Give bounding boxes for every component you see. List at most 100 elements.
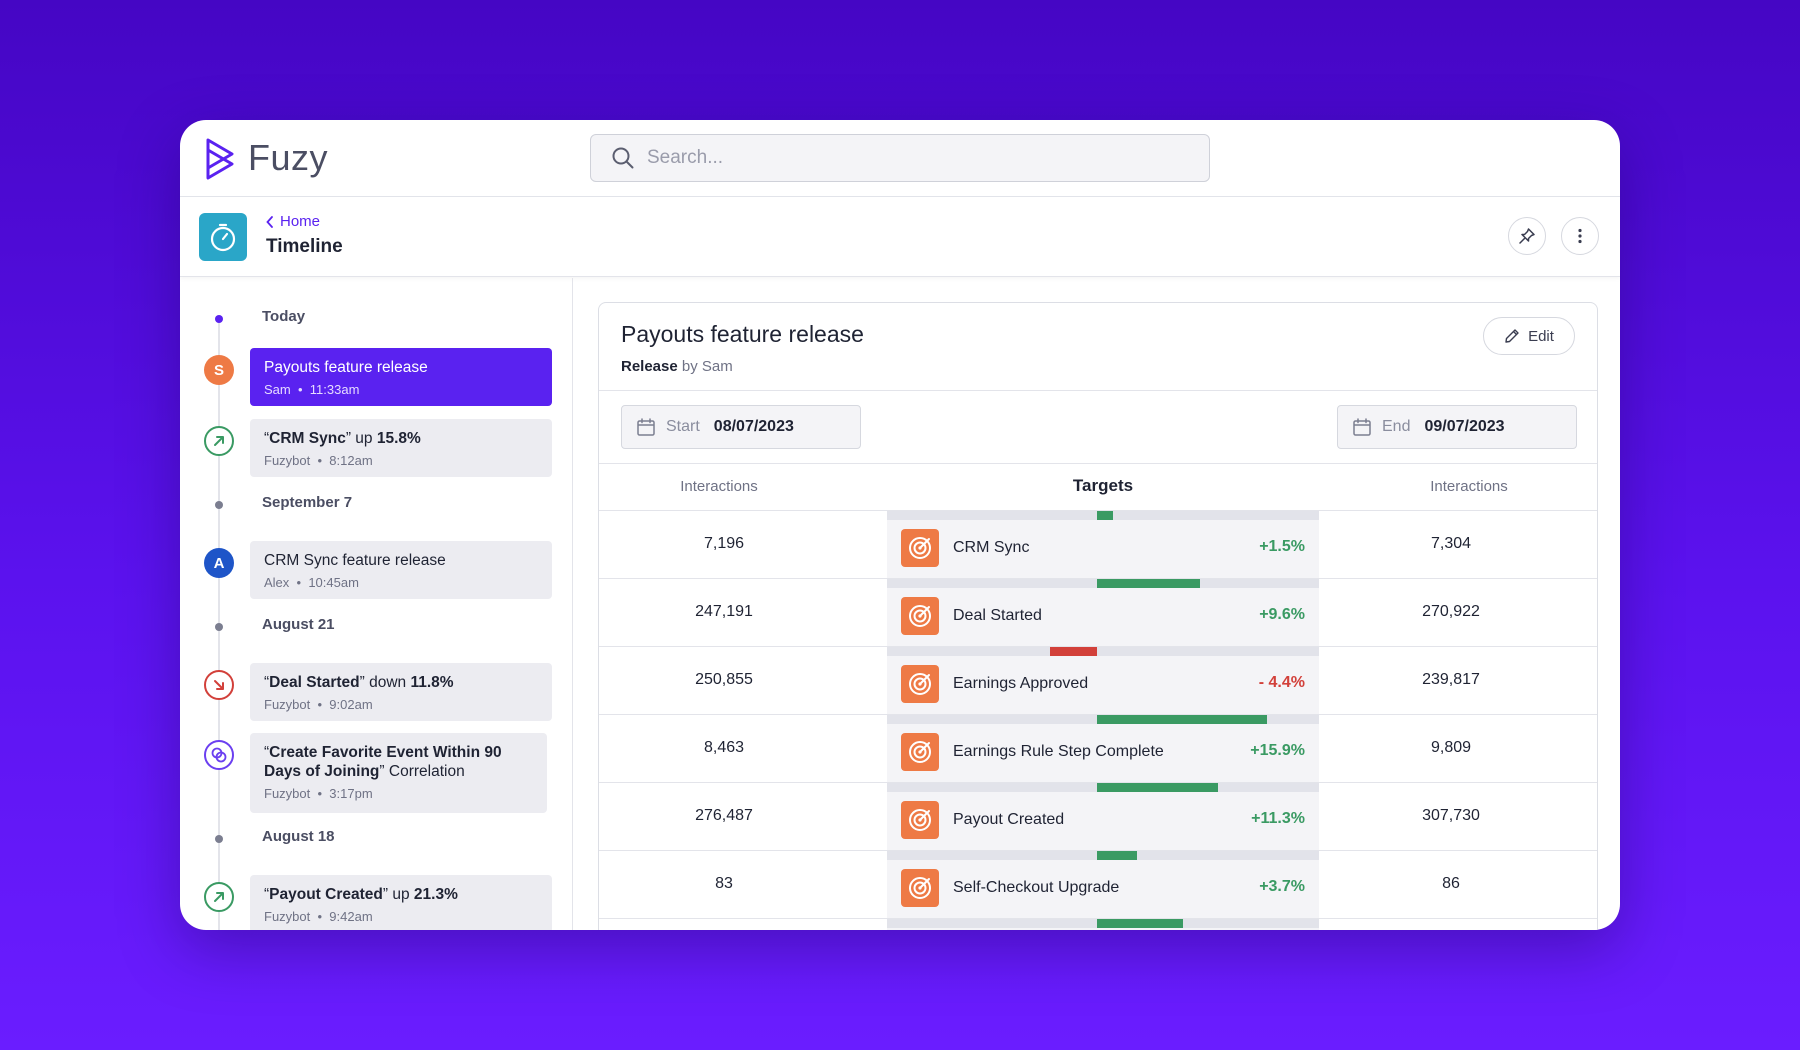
change-percent: +11.3% xyxy=(1251,810,1305,827)
table-row[interactable]: 250,855 Earnings Approved - 4.4% 239,817 xyxy=(599,647,1597,715)
target-icon xyxy=(901,801,939,839)
change-bar xyxy=(1097,579,1200,588)
logo[interactable]: Fuzy xyxy=(202,136,328,180)
end-date-field[interactable]: End 09/07/2023 xyxy=(1337,405,1577,449)
interactions-after: 86 xyxy=(1442,875,1460,892)
page-title: Timeline xyxy=(266,236,343,257)
app-window: Fuzy Home Timeline xyxy=(180,120,1620,930)
change-percent: +9.6% xyxy=(1259,606,1305,623)
timeline-item-title: CRM Sync feature release xyxy=(264,552,446,569)
trend-up-icon xyxy=(204,426,234,456)
edit-button[interactable]: Edit xyxy=(1483,317,1575,355)
calendar-icon xyxy=(1353,418,1371,436)
timeline-item[interactable]: “CRM Sync” up 15.8% Fuzybot • 8:12am xyxy=(250,419,552,477)
interactions-before: 8,463 xyxy=(703,739,745,756)
timeline-item[interactable]: CRM Sync feature release Alex • 10:45am xyxy=(250,541,552,599)
start-value: 08/07/2023 xyxy=(713,418,794,435)
edit-label: Edit xyxy=(1528,327,1554,345)
more-options-button[interactable] xyxy=(1561,217,1599,255)
interactions-before: 247,191 xyxy=(695,603,753,620)
timeline-item-title: Payouts feature release xyxy=(264,359,428,376)
interactions-before: 83 xyxy=(715,875,733,892)
target-name: Self-Checkout Upgrade xyxy=(953,879,1120,896)
date-label: Today xyxy=(262,308,306,325)
more-vertical-icon xyxy=(1578,228,1582,244)
divider xyxy=(599,390,1597,391)
correlation-icon xyxy=(204,740,234,770)
calendar-icon xyxy=(637,418,655,436)
interactions-after: 307,730 xyxy=(1422,807,1480,824)
interactions-after: 270,922 xyxy=(1422,603,1480,620)
timeline-item-title: “Deal Started” down 11.8% xyxy=(264,674,454,691)
timeline-item-meta: Fuzybot • 9:02am xyxy=(264,697,373,712)
search-bar[interactable] xyxy=(590,134,1210,182)
table-row[interactable]: 8,463 Earnings Rule Step Complete +15.9% 9,… xyxy=(599,715,1597,783)
chevron-left-icon xyxy=(266,215,273,228)
pin-button[interactable] xyxy=(1508,217,1546,255)
target-icon xyxy=(901,529,939,567)
table-row[interactable]: 276,487 Payout Created +11.3% 307,730 xyxy=(599,783,1597,851)
app-name: Fuzy xyxy=(248,137,329,178)
trend-down-icon xyxy=(204,670,234,700)
timeline-item[interactable]: Payouts feature release Sam • 11:33am xyxy=(250,348,552,406)
pin-icon xyxy=(1519,228,1535,244)
interactions-before: 7,196 xyxy=(703,535,745,552)
table-header: Interactions Targets Interactions xyxy=(599,463,1597,511)
timeline-item[interactable]: “Payout Created” up 21.3% Fuzybot • 9:42… xyxy=(250,875,552,930)
change-bar-track xyxy=(887,647,1319,656)
target-icon xyxy=(901,733,939,771)
timeline-item-title: “Create Favorite Event Within 90 Days of… xyxy=(264,744,502,780)
date-dot xyxy=(215,835,223,843)
change-percent: +1.5% xyxy=(1259,538,1305,555)
detail-title: Payouts feature release xyxy=(621,321,864,347)
timeline-item-meta: Fuzybot • 9:42am xyxy=(264,909,373,924)
search-input[interactable] xyxy=(647,147,1187,169)
detail-panel: Payouts feature release Release by Sam E… xyxy=(598,302,1598,930)
interactions-before: 276,487 xyxy=(695,807,753,824)
breadcrumb-home-link[interactable]: Home xyxy=(280,213,321,230)
change-bar xyxy=(1097,715,1268,724)
change-percent: +15.9% xyxy=(1250,742,1305,759)
start-label: Start xyxy=(666,418,700,435)
table-row[interactable]: 7,196 CRM Sync +1.5% 7,304 xyxy=(599,511,1597,579)
timer-icon xyxy=(199,213,247,261)
timeline-item[interactable]: “Create Favorite Event Within 90 Days of… xyxy=(250,733,547,813)
avatar: S xyxy=(204,355,234,385)
interactions-after: 239,817 xyxy=(1422,671,1480,688)
target-name: Earnings Approved xyxy=(953,675,1089,692)
end-value: 09/07/2023 xyxy=(1424,418,1505,435)
date-dot xyxy=(215,315,223,323)
timeline-item-meta: Fuzybot • 8:12am xyxy=(264,453,373,468)
target-name: CRM Sync xyxy=(953,539,1030,556)
page-header: Home Timeline xyxy=(180,197,1620,277)
trend-up-icon xyxy=(204,882,234,912)
interactions-before: 250,855 xyxy=(695,671,753,688)
fuzy-logo-icon xyxy=(206,138,234,180)
target-icon xyxy=(901,665,939,703)
table-row[interactable]: 247,191 Deal Started +9.6% 270,922 xyxy=(599,579,1597,647)
change-percent: +3.7% xyxy=(1259,878,1305,895)
date-label: September 7 xyxy=(262,494,353,511)
target-icon xyxy=(901,597,939,635)
change-bar xyxy=(1097,511,1114,520)
target-icon xyxy=(901,869,939,907)
timeline-item-title: “CRM Sync” up 15.8% xyxy=(264,430,421,447)
timeline-item-meta: Alex • 10:45am xyxy=(264,575,359,590)
change-percent: - 4.4% xyxy=(1258,674,1305,691)
date-dot xyxy=(215,501,223,509)
change-bar xyxy=(1049,647,1097,656)
target-name: Payout Created xyxy=(953,811,1065,828)
breadcrumb[interactable]: Home xyxy=(266,213,320,230)
column-header-interactions-before: Interactions xyxy=(680,478,758,495)
pencil-icon xyxy=(1505,329,1519,343)
timeline-item[interactable]: “Deal Started” down 11.8% Fuzybot • 9:02… xyxy=(250,663,552,721)
target-name: Earnings Rule Step Complete xyxy=(953,743,1164,760)
date-label: August 18 xyxy=(262,828,335,845)
table-row[interactable]: 83 Self-Checkout Upgrade +3.7% 86 xyxy=(599,851,1597,919)
interactions-after: 7,304 xyxy=(1430,535,1472,552)
timeline-item-meta: Sam • 11:33am xyxy=(264,382,360,397)
avatar: A xyxy=(204,548,234,578)
start-date-field[interactable]: Start 08/07/2023 xyxy=(621,405,861,449)
column-header-interactions-after: Interactions xyxy=(1430,478,1508,495)
target-name: Deal Started xyxy=(953,607,1042,624)
